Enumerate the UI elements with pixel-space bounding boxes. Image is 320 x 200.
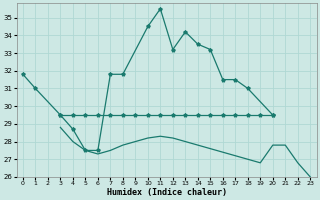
X-axis label: Humidex (Indice chaleur): Humidex (Indice chaleur)	[107, 188, 227, 197]
